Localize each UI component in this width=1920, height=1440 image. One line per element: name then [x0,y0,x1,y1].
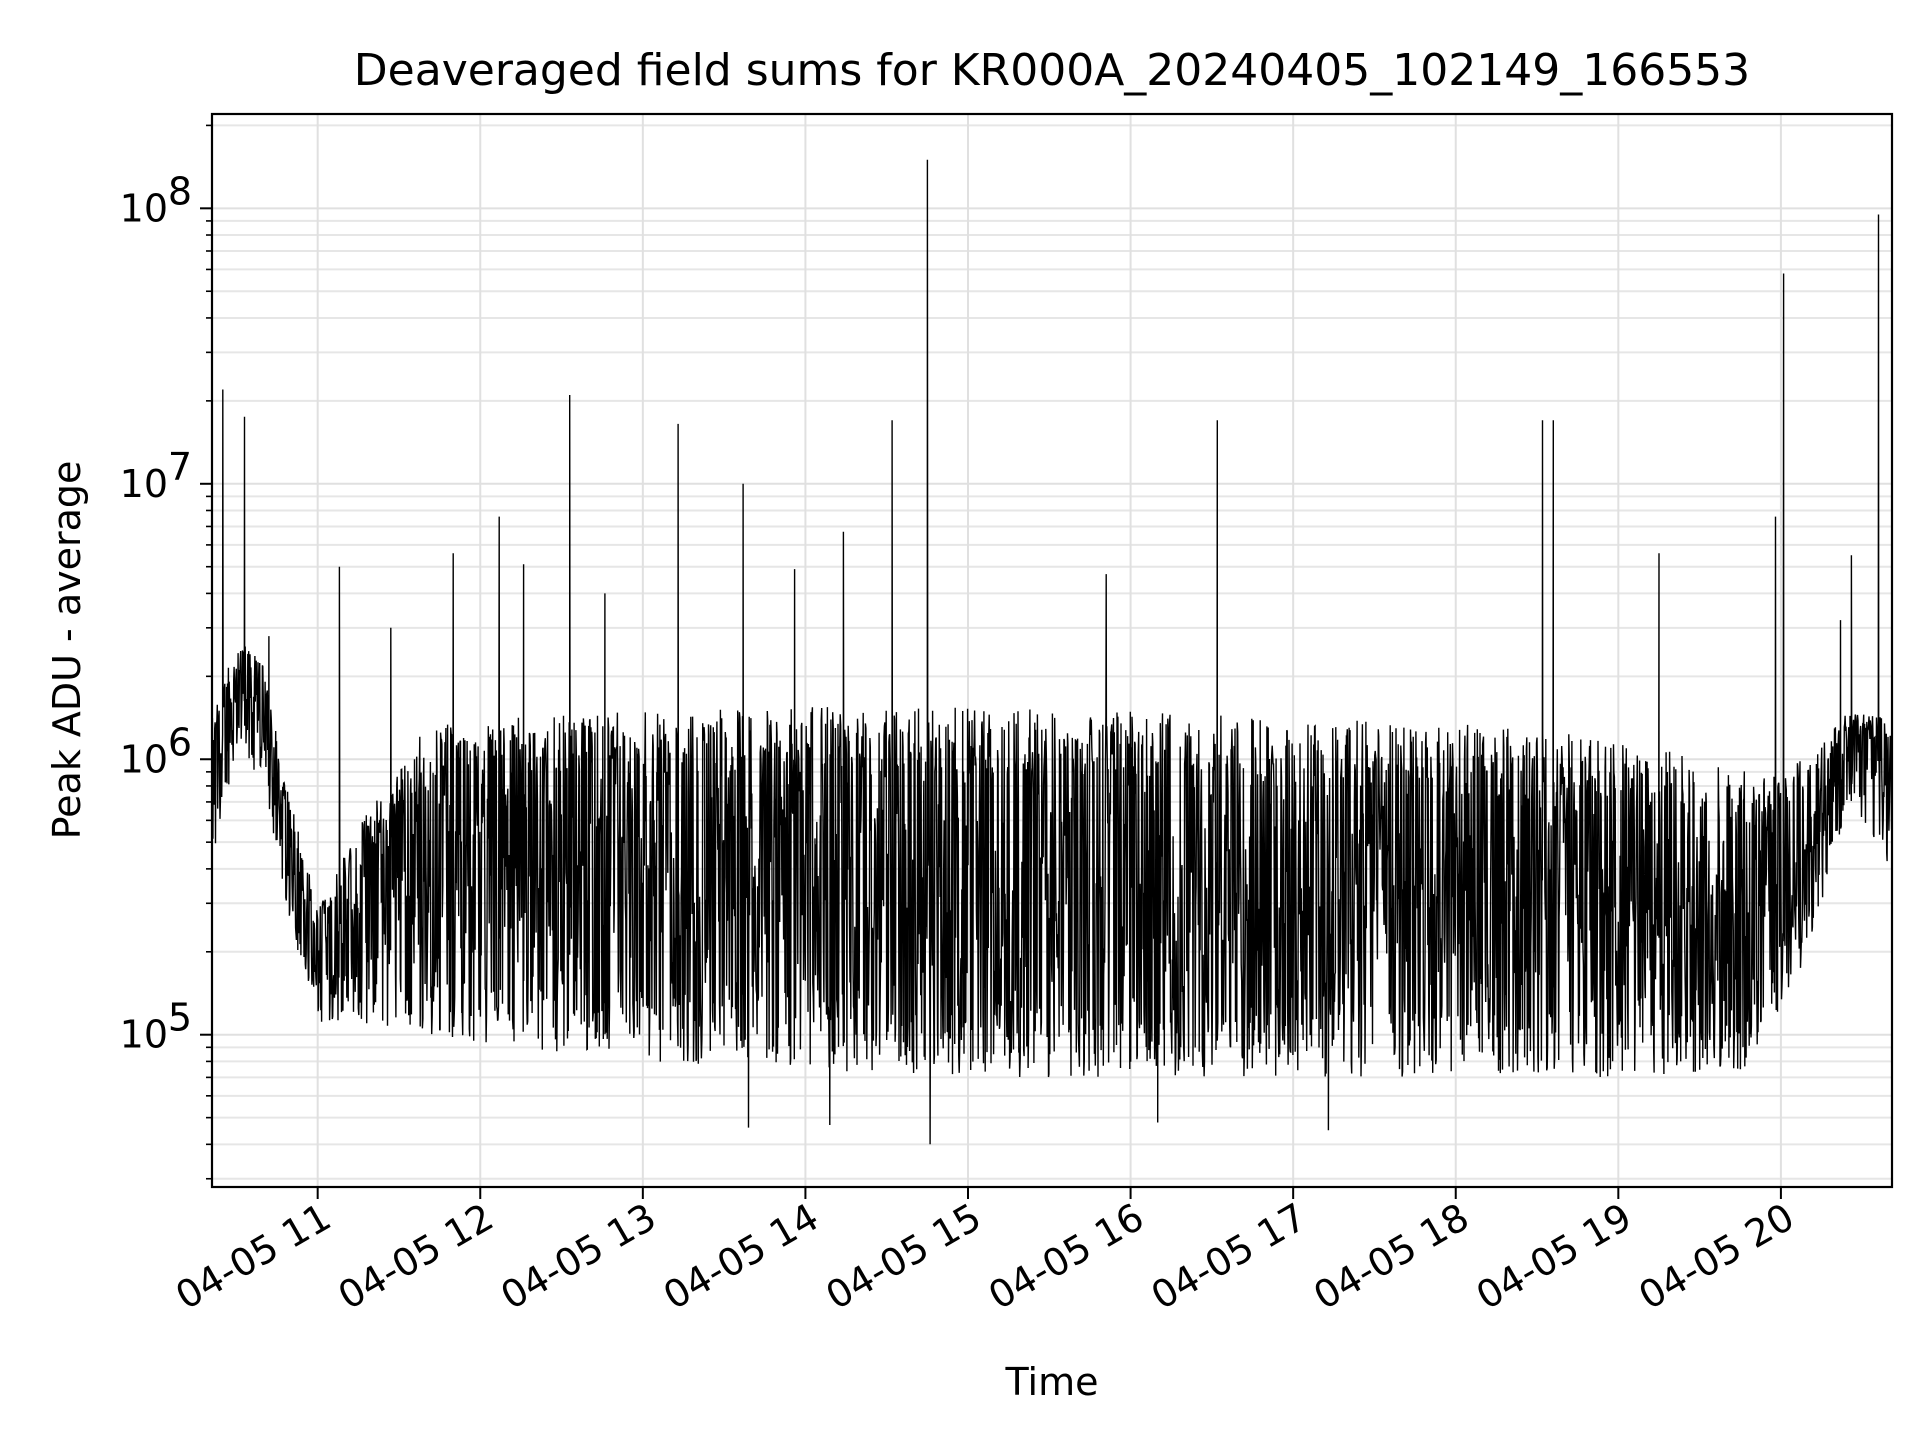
series-line [211,159,1893,1145]
plot-area [211,159,1893,1145]
y-tick-exponent: 6 [168,720,192,764]
y-tick-exponent: 8 [168,169,192,213]
plot-frame [210,112,1894,1189]
y-axis-label: Peak ADU - average [45,461,89,840]
y-tick-label: 10 [120,462,168,506]
x-axis-label: Time [1005,1360,1099,1404]
chart-title: Deaveraged field sums for KR000A_2024040… [354,45,1750,96]
y-tick-label: 10 [120,737,168,781]
y-tick-exponent: 7 [168,445,192,489]
y-tick-exponent: 5 [168,996,192,1040]
y-tick-label: 10 [120,1013,168,1057]
y-tick-label: 10 [120,186,168,230]
